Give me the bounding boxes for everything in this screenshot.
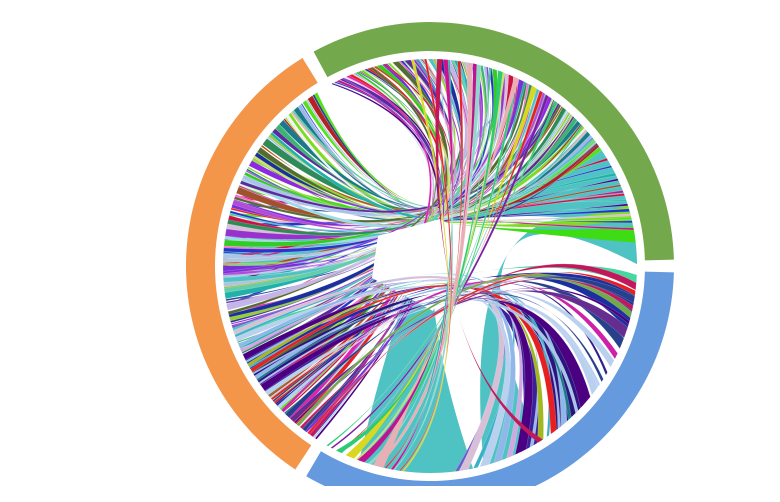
ribbon [239, 103, 560, 213]
ribbon [241, 109, 568, 228]
ribbon [307, 271, 636, 435]
arc-segment-orange [185, 58, 318, 470]
ribbon [260, 297, 591, 409]
ribbon [258, 298, 579, 414]
arc-segment-green [313, 22, 674, 261]
arc-segment-blue [306, 271, 674, 486]
ribbon [293, 287, 630, 424]
mega-ribbon-green-band-2 [251, 150, 632, 228]
ribbon [289, 290, 628, 423]
ribbon [384, 60, 464, 469]
ribbon [227, 59, 470, 314]
ribbon [390, 59, 453, 470]
ribbon [375, 62, 473, 467]
ribbon [330, 94, 549, 449]
ribbon [272, 292, 604, 402]
ribbon [277, 290, 615, 409]
ribbon [264, 298, 599, 396]
chord-diagram-svg [185, 22, 674, 486]
ribbon [401, 59, 450, 472]
ribbon [269, 298, 601, 399]
mega-ribbon-indigo-band-lower [252, 290, 584, 434]
mega-ribbon-pink-strand [372, 76, 520, 468]
ribbon [387, 59, 453, 470]
ribbon [302, 276, 635, 432]
ribbon [326, 100, 558, 447]
ribbon [340, 88, 540, 454]
mega-ribbon-green-band-1 [237, 175, 636, 243]
ribbon [299, 278, 634, 429]
chord-diagram [40, 16, 780, 486]
ribbon [355, 71, 506, 461]
ribbon [309, 263, 637, 437]
ribbon [222, 64, 486, 266]
